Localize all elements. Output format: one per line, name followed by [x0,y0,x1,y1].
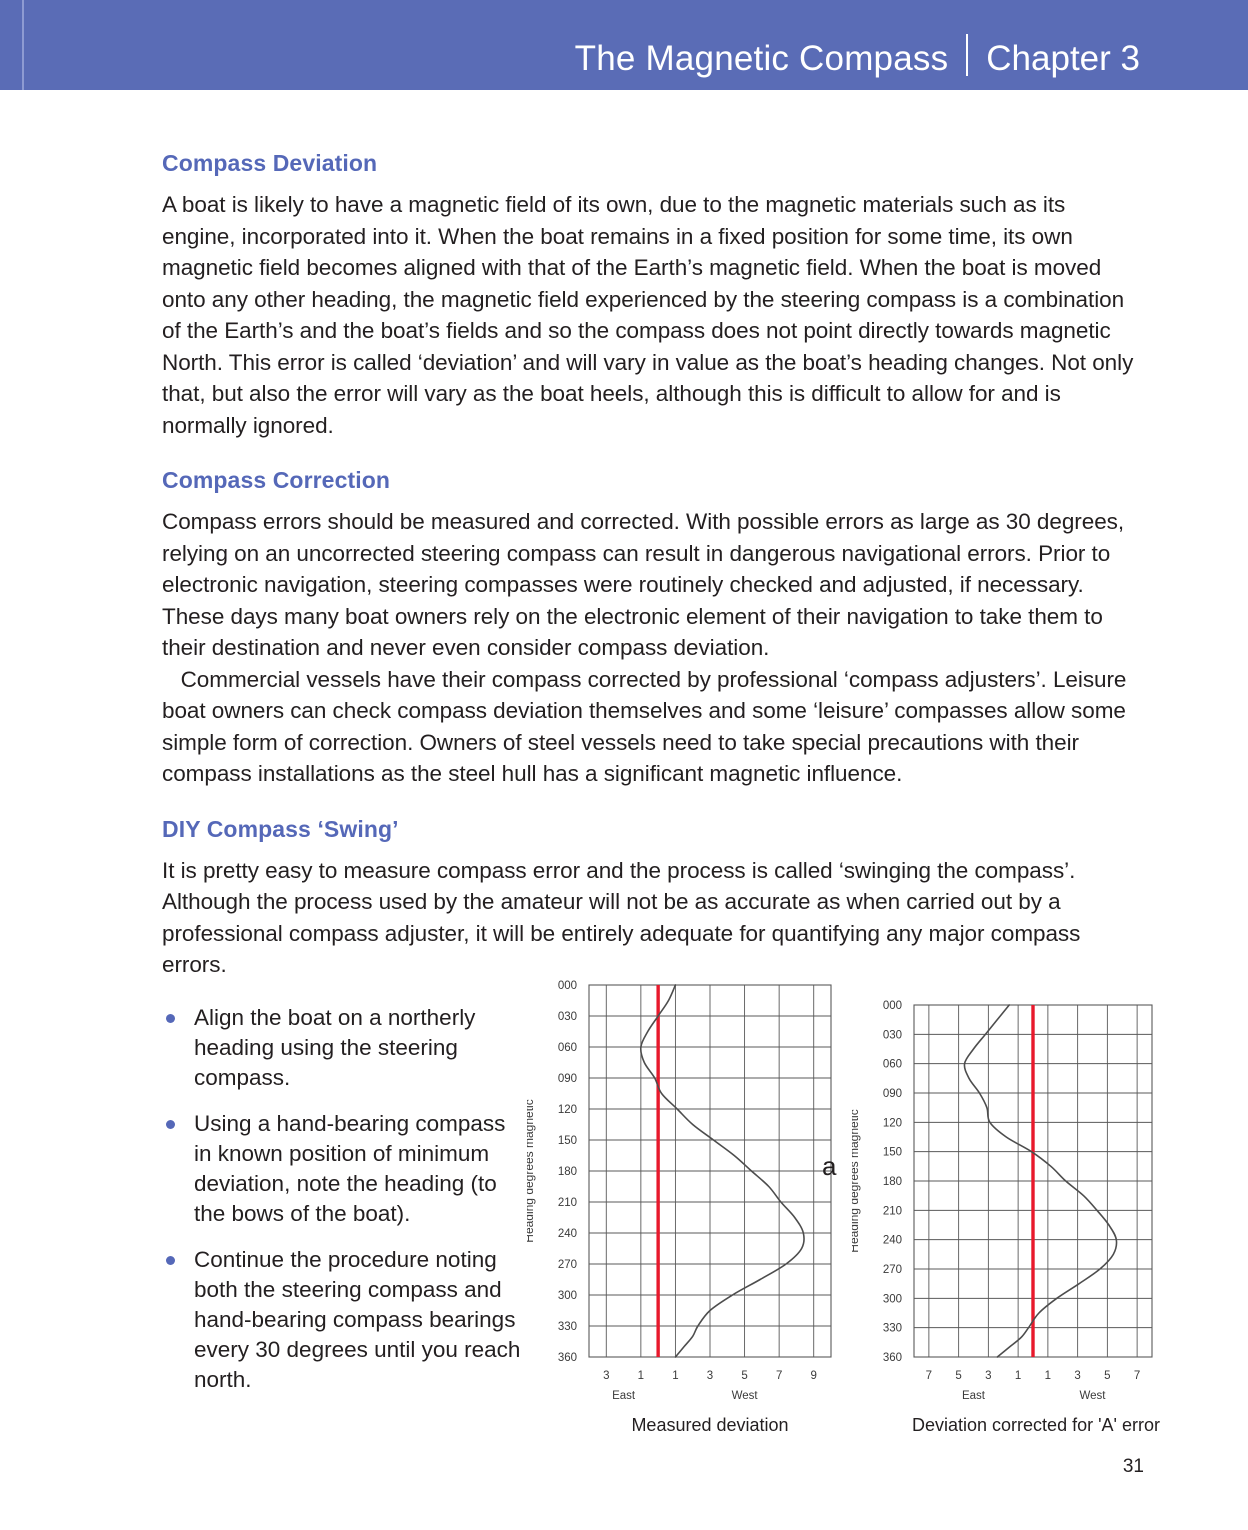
section-spacer [162,790,1144,816]
svg-text:150: 150 [883,1146,902,1158]
paragraph-compass-deviation-1: A boat is likely to have a magnetic fiel… [162,192,1134,438]
bullet-dot-icon [166,1013,175,1023]
bullet-dot-icon [166,1119,175,1129]
svg-text:360: 360 [883,1352,902,1364]
svg-text:1: 1 [1015,1370,1021,1382]
svg-text:270: 270 [883,1264,902,1276]
svg-text:9: 9 [811,1370,817,1382]
header-book-title: The Magnetic Compass [574,39,949,78]
svg-text:1: 1 [672,1370,678,1382]
svg-text:East: East [612,1390,636,1402]
list-item-text: Align the boat on a northerly heading us… [194,1004,476,1090]
list-item: Using a hand-bearing compass in known po… [162,1109,527,1229]
svg-text:East: East [962,1390,986,1402]
svg-text:000: 000 [883,1000,902,1012]
svg-text:120: 120 [558,1104,577,1116]
svg-text:030: 030 [558,1011,577,1023]
svg-text:300: 300 [883,1293,902,1305]
svg-text:5: 5 [741,1370,747,1382]
svg-text:1: 1 [1045,1370,1051,1382]
svg-text:150: 150 [558,1135,577,1147]
figure-label-a: a [822,1150,837,1181]
deviation-figures: 000 030 060 090 120 150 180 210 240 270 300 330 360 H… [527,973,1248,1443]
bullets-and-figures-row: Align the boat on a northerly heading us… [162,980,1160,1435]
svg-text:060: 060 [558,1042,577,1054]
chart-measured-deviation: 000 030 060 090 120 150 180 210 240 270 300 330 360 H… [527,980,832,1435]
svg-text:240: 240 [883,1234,902,1246]
svg-text:180: 180 [558,1166,577,1178]
svg-text:060: 060 [883,1058,902,1070]
svg-text:240: 240 [558,1228,577,1240]
svg-text:7: 7 [926,1370,932,1382]
header-title-group: The Magnetic Compass Chapter 3 [575,28,1140,79]
svg-text:120: 120 [883,1117,902,1129]
heading-compass-correction: Compass Correction [162,467,391,493]
figure-corrected-deviation: 000 030 060 090 120 150 180 210 240 270 300 330 360 H… [852,973,1182,1438]
svg-text:330: 330 [883,1322,902,1334]
svg-text:360: 360 [558,1352,577,1364]
chart-corrected-deviation: 000 030 060 090 120 150 180 210 240 270 300 330 360 H… [852,1000,1160,1435]
page-number: 31 [1122,1456,1144,1477]
svg-text:270: 270 [558,1259,577,1271]
svg-text:090: 090 [558,1073,577,1085]
page-content: Compass Deviation A boat is likely to ha… [162,150,1160,1435]
svg-text:7: 7 [776,1370,782,1382]
svg-text:300: 300 [558,1290,577,1302]
svg-text:3: 3 [985,1370,991,1382]
list-item: Align the boat on a northerly heading us… [162,1003,527,1093]
svg-text:Measured deviation: Measured deviation [631,1415,788,1435]
svg-text:West: West [732,1390,759,1402]
svg-text:3: 3 [603,1370,609,1382]
svg-text:3: 3 [707,1370,713,1382]
svg-text:330: 330 [558,1321,577,1333]
list-item: Continue the procedure noting both the s… [162,1245,527,1395]
svg-text:000: 000 [558,980,577,992]
heading-diy-compass-swing: DIY Compass ‘Swing’ [162,815,399,842]
header-divider [966,34,969,76]
svg-text:180: 180 [883,1176,902,1188]
svg-text:Deviation corrected for 'A' er: Deviation corrected for 'A' error [912,1415,1160,1435]
figure-measured-deviation: 000 030 060 090 120 150 180 210 240 270 300 330 360 H… [527,973,857,1438]
paragraph-compass-correction-2: Commercial vessels have their compass co… [162,666,1127,787]
heading-compass-deviation: Compass Deviation [162,150,378,176]
svg-text:210: 210 [883,1205,902,1217]
svg-text:210: 210 [558,1197,577,1209]
svg-text:3: 3 [1074,1370,1080,1382]
svg-text:Heading degrees magnetic: Heading degrees magnetic [527,1099,536,1242]
header-chapter-label: Chapter 3 [986,39,1140,78]
swing-procedure-list: Align the boat on a northerly heading us… [162,1003,527,1395]
svg-text:5: 5 [955,1370,961,1382]
section-spacer [162,441,1144,467]
svg-text:1: 1 [638,1370,644,1382]
svg-text:Heading degrees magnetic: Heading degrees magnetic [852,1109,861,1252]
paragraph-diy-compass-swing-1: It is pretty easy to measure compass err… [162,857,1081,978]
svg-text:5: 5 [1104,1370,1110,1382]
paragraph-compass-correction-1: Compass errors should be measured and co… [162,509,1125,660]
svg-text:090: 090 [883,1088,902,1100]
list-item-text: Using a hand-bearing compass in known po… [194,1110,506,1226]
list-item-text: Continue the procedure noting both the s… [194,1246,521,1392]
svg-text:030: 030 [883,1029,902,1041]
header-left-rule [22,0,24,90]
page-header-band: The Magnetic Compass Chapter 3 [0,0,1248,90]
bullet-dot-icon [166,1255,175,1265]
svg-text:West: West [1080,1390,1107,1402]
svg-text:7: 7 [1134,1370,1140,1382]
